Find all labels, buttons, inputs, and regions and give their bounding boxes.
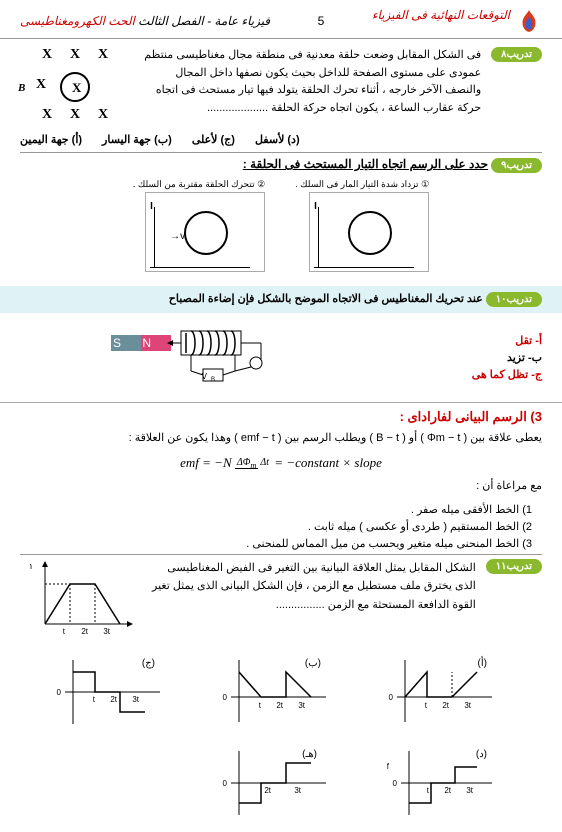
question-9: تدريب٩ حدد على الرسم اتجاه التيار المستح… — [0, 153, 562, 282]
svg-text:t: t — [93, 695, 96, 704]
q8-text: فى الشكل المقابل وضعت حلقة معدنية فى منط… — [140, 47, 481, 117]
page-header: التوقعات النهائية فى الفيزياء 5 فيزياء ع… — [0, 0, 562, 39]
question-8: تدريب٨ فى الشكل المقابل وضعت حلقة معدنية… — [0, 39, 562, 152]
svg-text:Φm: Φm — [30, 561, 32, 571]
svg-text:3t: 3t — [298, 701, 305, 710]
svg-text:t: t — [259, 701, 262, 710]
question-10-heading: تدريب١٠ عند تحريك المغناطيس فى الاتجاه ا… — [0, 286, 562, 313]
svg-text:(د): (د) — [476, 749, 487, 760]
svg-text:0: 0 — [389, 693, 394, 702]
svg-text:3t: 3t — [103, 627, 110, 636]
svg-text:3t: 3t — [466, 786, 473, 795]
magnet-diagram: S N VB — [20, 321, 382, 394]
flame-logo — [516, 8, 542, 34]
badge-q8: تدريب٨ — [491, 47, 542, 62]
faraday-eq: emf = −N ΔΦmΔt = −constant × slope — [0, 451, 562, 475]
svg-text:2t: 2t — [276, 701, 283, 710]
svg-text:(أ): (أ) — [478, 656, 487, 669]
svg-text:B: B — [211, 377, 215, 383]
svg-text:2t: 2t — [444, 786, 451, 795]
header-right: فيزياء عامة - الفصل الثالث الحث الكهرومغ… — [20, 14, 270, 28]
q9-heading: حدد على الرسم اتجاه التيار المستحث فى ال… — [243, 153, 488, 175]
opt-b: ب- تزيد — [402, 351, 542, 364]
svg-text:S: S — [113, 336, 121, 350]
svg-text:2t: 2t — [442, 701, 449, 710]
svg-text:t: t — [427, 786, 430, 795]
svg-text:0: 0 — [223, 779, 228, 788]
svg-text:t: t — [425, 701, 428, 710]
faraday-note: مع مراعاة أن : — [0, 475, 562, 499]
svg-text:3t: 3t — [294, 786, 301, 795]
opt-a: أ- تقل — [402, 334, 542, 347]
question-11: تدريب١١ الشكل المقابل يمثل العلاقة البيا… — [0, 555, 562, 646]
faraday-list: 1) الخط الأفقى ميله صفر . 2) الخط المستق… — [0, 499, 562, 554]
svg-text:emf: emf — [387, 762, 390, 771]
faraday-title: 3) الرسم البيانى لفاراداى : — [0, 403, 562, 427]
charts-grid: emf(أ) 0t2t3t emf(ب) 0t2t3t emf(ج) 0t2t3… — [0, 646, 562, 832]
q11-text: الشكل المقابل يمثل العلاقة البيانية بين … — [150, 559, 476, 615]
svg-text:2t: 2t — [81, 627, 88, 636]
chart-c: emf(ج) 0t2t3t -emf — [40, 652, 190, 735]
header-left: التوقعات النهائية فى الفيزياء — [372, 8, 510, 22]
badge-q9: تدريب٩ — [491, 158, 542, 173]
svg-text:(ج): (ج) — [142, 658, 155, 669]
svg-text:(هـ): (هـ) — [302, 749, 317, 760]
chart-d: 2emf(د) emf0 t2t3t -emf — [372, 743, 522, 826]
svg-text:3t: 3t — [132, 695, 139, 704]
svg-text:(ب): (ب) — [305, 658, 321, 669]
svg-text:2t: 2t — [264, 786, 271, 795]
svg-text:V: V — [202, 372, 208, 381]
ring-diagram: XXX XXX X B — [20, 47, 130, 127]
question-10-body: أ- تقل ب- تزيد ج- تظل كما هى S N VB — [0, 313, 562, 403]
svg-text:0: 0 — [223, 693, 228, 702]
page-number: 5 — [318, 14, 325, 28]
opt-c: ج- تظل كما هى — [402, 368, 542, 381]
circle-2: ② تتحرك الحلقة مقتربة من السلك . Iv→ — [133, 179, 265, 272]
svg-text:0: 0 — [393, 779, 398, 788]
svg-text:0: 0 — [57, 688, 62, 697]
svg-text:3t: 3t — [464, 701, 471, 710]
badge-q11: تدريب١١ — [486, 559, 542, 574]
flux-chart: Φm2Φ t2t3t — [20, 559, 140, 642]
svg-text:N: N — [142, 336, 151, 350]
badge-q10: تدريب١٠ — [486, 292, 542, 307]
chart-b: emf(ب) 0t2t3t — [206, 652, 356, 735]
q8-answers: (د) لأسفل (ج) لأعلى (ب) جهة اليسار (أ) ج… — [20, 131, 542, 148]
circle-1: ① تزداد شدة التيار المار فى السلك . I — [295, 179, 429, 272]
svg-text:2t: 2t — [110, 695, 117, 704]
faraday-intro: يعطى علاقة بين ( Φm − t ) أو ( B − t ) و… — [0, 427, 562, 451]
chart-e: emf(هـ) 02t3t -emf — [206, 743, 356, 826]
svg-text:t: t — [63, 627, 66, 636]
chart-a: emf(أ) 0t2t3t — [372, 652, 522, 735]
